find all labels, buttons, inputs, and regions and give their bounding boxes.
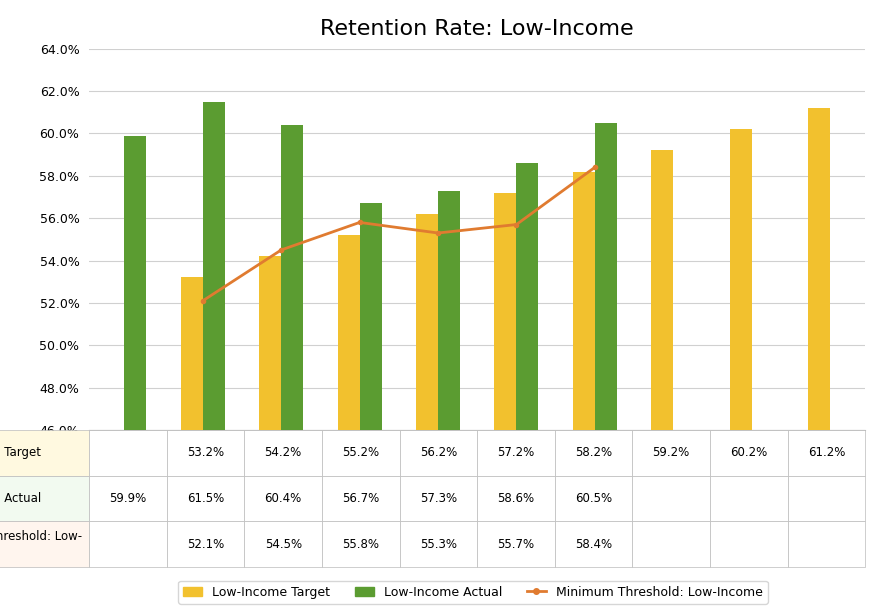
Title: Retention Rate: Low-Income: Retention Rate: Low-Income <box>320 19 634 39</box>
Bar <box>438 191 460 610</box>
Bar <box>202 102 225 610</box>
Bar <box>359 203 382 610</box>
Bar <box>281 125 303 610</box>
Bar <box>516 163 539 610</box>
Bar <box>125 135 146 610</box>
Bar <box>573 171 595 610</box>
Bar <box>260 256 281 610</box>
Bar <box>181 278 202 610</box>
Bar <box>338 235 359 610</box>
Bar <box>494 193 516 610</box>
Bar <box>651 151 673 610</box>
Bar <box>595 123 616 610</box>
Legend: Low-Income Target, Low-Income Actual, Minimum Threshold: Low-Income: Low-Income Target, Low-Income Actual, Mi… <box>178 581 767 604</box>
Bar <box>808 108 830 610</box>
Bar <box>730 129 752 610</box>
Bar <box>416 214 438 610</box>
